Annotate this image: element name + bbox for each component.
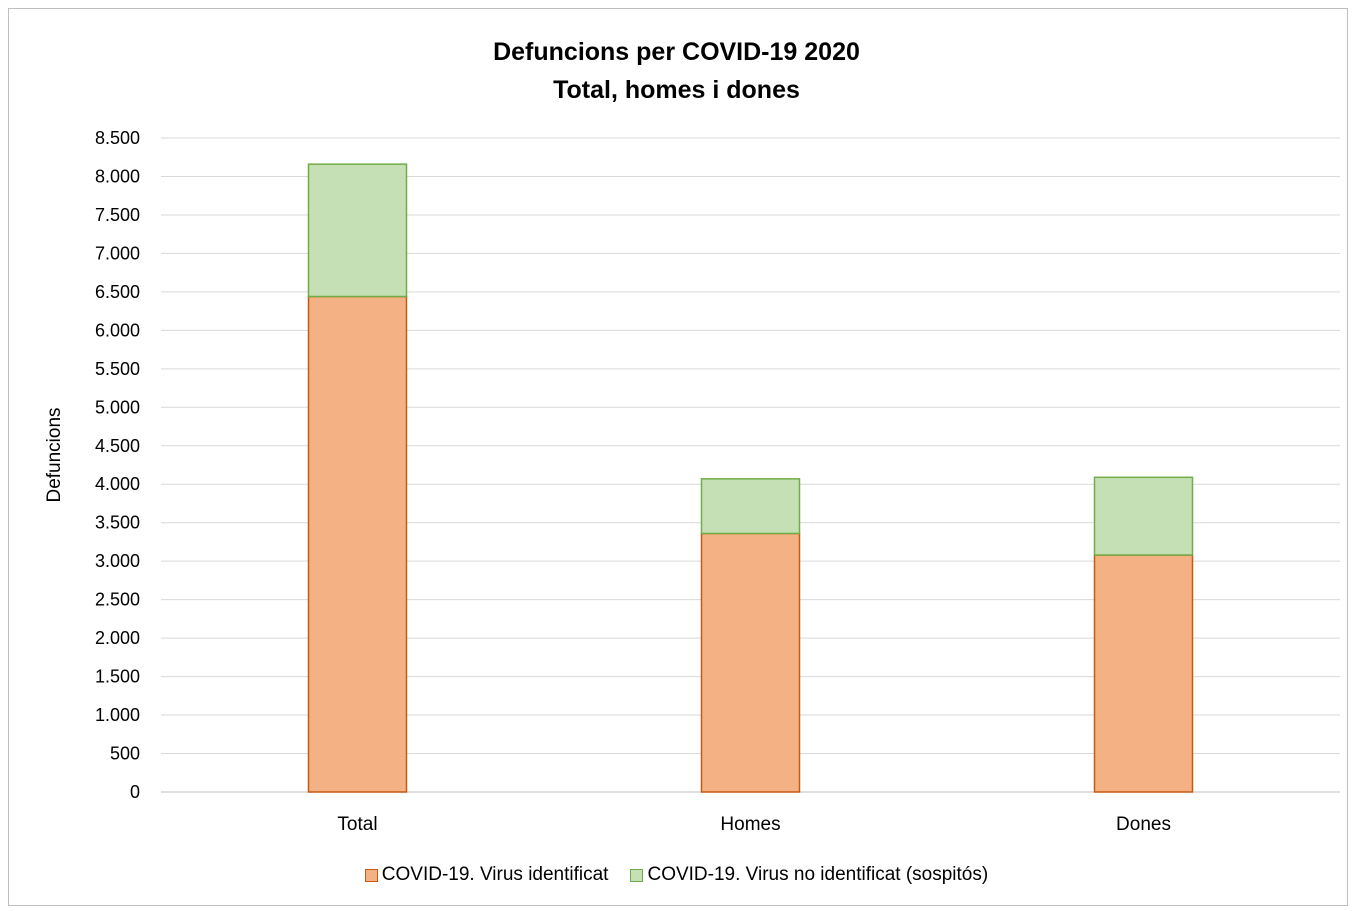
legend-item-sospitos: COVID-19. Virus no identificat (sospitós… — [630, 864, 988, 886]
bars — [307, 163, 1194, 793]
x-tick-label: Homes — [720, 814, 780, 835]
chart-subtitle: Total, homes i dones — [553, 76, 800, 104]
y-tick-label: 8.000 — [95, 166, 140, 186]
x-tick-label: Dones — [1116, 814, 1171, 835]
y-tick-label: 3.500 — [95, 513, 140, 533]
y-tick-label: 5.500 — [95, 359, 140, 379]
y-tick-label: 4.000 — [95, 474, 140, 494]
y-tick-label: 1.500 — [95, 667, 140, 687]
y-tick-label: 8.500 — [95, 128, 140, 148]
bar-dones-series-1 — [1093, 476, 1194, 556]
legend-item-identificat: COVID-19. Virus identificat — [364, 864, 609, 886]
legend-swatch — [630, 868, 644, 882]
y-tick-label: 6.500 — [95, 282, 140, 302]
x-tick-label: Total — [337, 814, 377, 835]
legend-label: COVID-19. Virus no identificat (sospitós… — [647, 864, 989, 885]
bar-homes-series-1 — [700, 478, 801, 535]
y-tick-label: 3.000 — [95, 551, 140, 571]
legend: COVID-19. Virus identificat COVID-19. Vi… — [0, 864, 1353, 886]
y-tick-label: 2.500 — [95, 590, 140, 610]
legend-label: COVID-19. Virus identificat — [381, 864, 609, 885]
y-tick-label: 7.000 — [95, 243, 140, 263]
y-tick-label: 2.000 — [95, 628, 140, 648]
y-tick-label: 6.000 — [95, 320, 140, 340]
y-tick-label: 5.000 — [95, 397, 140, 417]
y-tick-label: 7.500 — [95, 205, 140, 225]
legend-swatch — [364, 868, 378, 882]
chart-title: Defuncions per COVID-19 2020 — [493, 38, 860, 66]
y-axis-label: Defuncions — [44, 407, 65, 502]
bar-total-series-1 — [307, 163, 408, 298]
bar-homes-series-0 — [700, 532, 801, 793]
y-tick-label: 500 — [110, 744, 140, 764]
bar-dones-series-0 — [1093, 554, 1194, 793]
y-tick-label: 4.500 — [95, 436, 140, 456]
y-axis-ticks: 0 500 1.000 1.500 2.000 2.500 3.000 3.500 4.000 4… — [95, 128, 140, 802]
x-axis-ticks: Total Homes Dones — [337, 814, 1171, 835]
y-tick-label: 0 — [130, 782, 140, 802]
y-tick-label: 1.000 — [95, 705, 140, 725]
bar-total-series-0 — [307, 295, 408, 793]
